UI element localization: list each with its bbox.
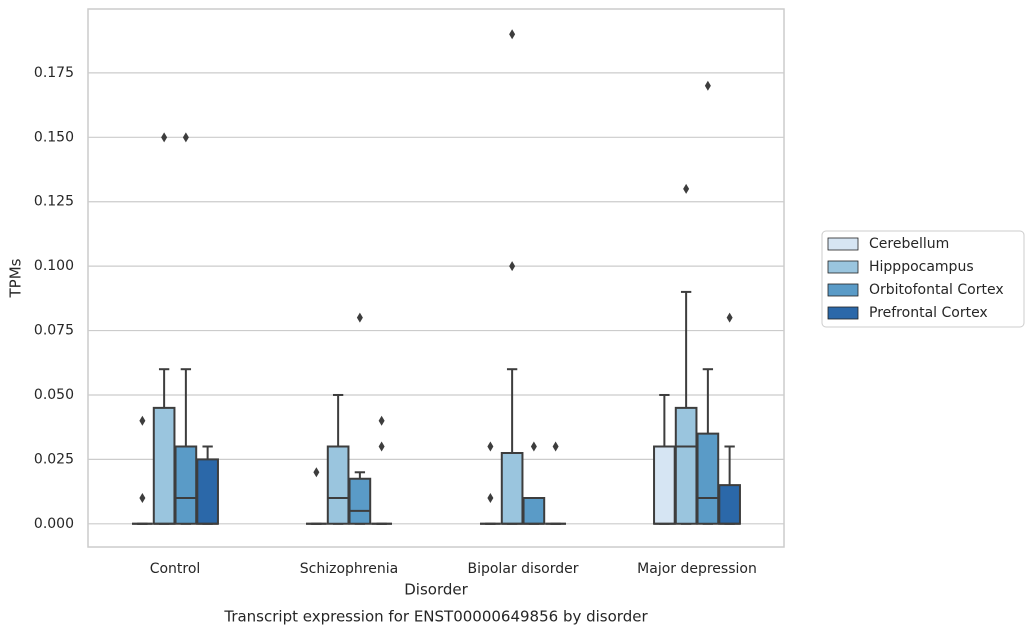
legend-label: Prefrontal Cortex (869, 305, 988, 321)
outlier (161, 132, 168, 143)
x-axis-label: Disorder (404, 581, 468, 599)
box (500, 451, 524, 525)
legend-swatch (827, 283, 859, 297)
legend-swatch (827, 237, 859, 251)
box (718, 484, 741, 525)
y-tick-label: 0.150 (34, 129, 74, 145)
box (326, 445, 350, 525)
caption: Transcript expression for ENST0000064985… (223, 608, 648, 626)
y-tick-label: 0.075 (34, 323, 74, 339)
outlier (509, 29, 516, 40)
x-tick-label: Major depression (637, 561, 757, 577)
outlier (704, 80, 711, 91)
legend-label: Cerebellum (869, 236, 949, 252)
y-tick-label: 0.050 (34, 387, 74, 403)
legend-frame (821, 230, 1025, 328)
outlier (356, 312, 363, 323)
y-tick-label: 0.175 (34, 65, 74, 81)
outlier (487, 441, 494, 452)
box (696, 432, 720, 525)
outlier (313, 467, 320, 478)
outlier (530, 441, 537, 452)
y-tick-label: 0.000 (34, 516, 74, 532)
legend-swatch (827, 306, 859, 320)
y-axis-label: TPMs (7, 258, 25, 298)
legend-label: Orbitofontal Cortex (869, 282, 1004, 298)
y-tick-label: 0.025 (34, 451, 74, 467)
x-tick-label: Control (150, 561, 201, 577)
box (674, 406, 698, 525)
outlier (182, 132, 189, 143)
box (522, 497, 546, 525)
plot-frame (87, 8, 785, 548)
outlier (726, 312, 733, 323)
box (196, 458, 219, 525)
x-tick-label: Bipolar disorder (467, 561, 578, 577)
outlier (378, 441, 385, 452)
outlier (378, 415, 385, 426)
x-tick-label: Schizophrenia (300, 561, 398, 577)
y-tick-label: 0.100 (34, 258, 74, 274)
legend-label: Hipppocampus (869, 259, 974, 275)
outlier (139, 415, 146, 426)
box (653, 445, 676, 525)
outlier (139, 493, 146, 504)
outlier (487, 493, 494, 504)
box (174, 445, 198, 525)
outlier (683, 183, 690, 194)
outlier (552, 441, 559, 452)
legend-swatch (827, 260, 859, 274)
outlier (509, 261, 516, 272)
box (348, 477, 372, 525)
box (152, 406, 176, 525)
y-tick-label: 0.125 (34, 194, 74, 210)
